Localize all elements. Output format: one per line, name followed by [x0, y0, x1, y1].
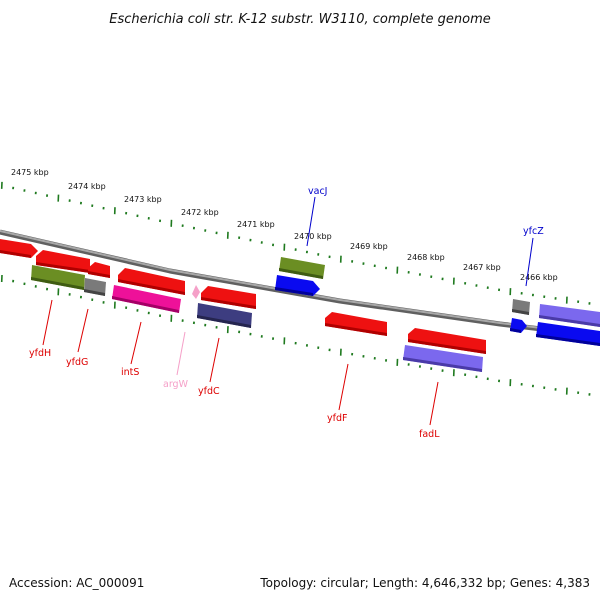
gene-intS[interactable] [112, 285, 181, 313]
ruler-labels: 2475 kbp 2474 kbp 2473 kbp 2472 kbp 2471… [11, 168, 558, 282]
outer-ruler-ticks [0, 181, 591, 305]
gene-label-yfdG[interactable]: yfdG [66, 357, 88, 368]
gene-yfcZ[interactable] [512, 299, 530, 315]
gene-unlabeled-3[interactable] [88, 262, 110, 278]
gene-yfdC[interactable] [197, 303, 252, 328]
ruler-label-2473: 2473 kbp [124, 195, 162, 204]
gene-label-yfdH[interactable]: yfdH [29, 348, 51, 359]
gene-labels: yfdH yfdG intS argW yfdC vacJ yfdF fadL … [29, 186, 544, 440]
gene-argW[interactable] [192, 285, 200, 299]
gene-label-intS[interactable]: intS [121, 367, 139, 378]
gene-label-fadL[interactable]: fadL [419, 429, 440, 440]
gene-unlabeled-4[interactable] [118, 268, 185, 295]
ruler-label-2467: 2467 kbp [463, 263, 501, 272]
gene-yfdH[interactable] [31, 265, 85, 290]
ruler-label-2466: 2466 kbp [520, 273, 558, 282]
gene-unlabeled-2[interactable] [36, 250, 90, 273]
gene-unlabeled-10[interactable] [408, 328, 486, 354]
genome-title: Escherichia coli str. K-12 substr. W3110… [109, 12, 490, 27]
gene-fadL[interactable] [403, 345, 483, 372]
gene-unlabeled-7[interactable] [539, 304, 600, 327]
gene-vacJ[interactable] [279, 257, 325, 279]
gene-unlabeled-1[interactable] [0, 239, 38, 258]
ruler-label-2472: 2472 kbp [181, 208, 219, 217]
ruler-label-2474: 2474 kbp [68, 182, 106, 191]
gene-label-yfdF[interactable]: yfdF [327, 413, 347, 424]
ruler-label-2470: 2470 kbp [294, 232, 332, 241]
gene-label-argW[interactable]: argW [163, 379, 189, 390]
gene-unlabeled-8[interactable] [510, 318, 527, 333]
gene-unlabeled-9[interactable] [536, 322, 600, 346]
genome-backbone [0, 229, 600, 339]
ruler-label-2471: 2471 kbp [237, 220, 275, 229]
gene-label-yfcZ[interactable]: yfcZ [523, 226, 544, 237]
ruler-label-2468: 2468 kbp [407, 253, 445, 262]
gene-unlabeled-6[interactable] [275, 275, 320, 296]
gene-yfdF[interactable] [325, 312, 387, 336]
gene-unlabeled-5[interactable] [201, 286, 256, 309]
gene-label-vacJ[interactable]: vacJ [308, 186, 327, 197]
ruler-label-2469: 2469 kbp [350, 242, 388, 251]
gene-label-yfdC[interactable]: yfdC [198, 386, 220, 397]
gene-yfdG[interactable] [84, 278, 106, 296]
genome-summary-text: Topology: circular; Length: 4,646,332 bp… [259, 576, 590, 590]
leader-lines [42, 196, 534, 426]
ruler-label-2475: 2475 kbp [11, 168, 49, 177]
inner-ruler-ticks [0, 274, 591, 396]
accession-text: Accession: AC_000091 [9, 576, 144, 590]
